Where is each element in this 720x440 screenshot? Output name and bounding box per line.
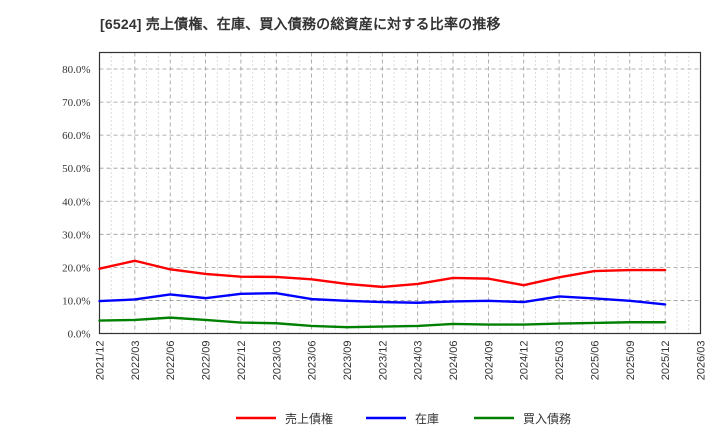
x-tick-label: 2025/06: [589, 341, 601, 381]
y-tick-label: 20.0%: [62, 262, 90, 274]
legend-label: 売上債権: [285, 411, 333, 426]
x-tick-label: 2024/12: [519, 341, 531, 381]
x-tick-label: 2024/06: [448, 341, 460, 381]
x-tick-label: 2021/12: [95, 341, 107, 381]
y-tick-label: 0.0%: [68, 329, 91, 341]
x-tick-label: 2026/03: [696, 341, 708, 381]
y-tick-label: 40.0%: [62, 196, 90, 208]
x-tick-label: 2023/09: [342, 341, 354, 381]
x-tick-label: 2024/09: [483, 341, 495, 381]
x-tick-label: 2023/12: [377, 341, 389, 381]
y-tick-label: 30.0%: [62, 229, 90, 241]
legend-label: 在庫: [415, 412, 439, 426]
y-tick-label: 50.0%: [62, 163, 90, 175]
chart-legend: 売上債権 在庫 買入債務: [236, 411, 571, 426]
x-tick-label: 2022/03: [130, 341, 142, 381]
series-line-売上債権: [98, 259, 667, 289]
y-tick-label: 70.0%: [62, 97, 90, 109]
y-tick-label: 10.0%: [62, 295, 90, 307]
data-series-layer: [98, 259, 667, 329]
series-line-在庫: [98, 291, 667, 306]
series-line-買入債務: [98, 316, 667, 329]
x-tick-label: 2022/06: [165, 341, 177, 381]
legend-label: 買入債務: [523, 411, 571, 426]
major-gridlines: [99, 52, 701, 334]
plot-area-border: [98, 51, 702, 335]
chart-title: [6524] 売上債権、在庫、買入債務の総資産に対する比率の推移: [100, 16, 501, 32]
x-tick-label: 2023/06: [307, 341, 319, 381]
x-axis-tick-labels: 2021/12 2022/03 2022/06 2022/09 2022/12 2023/…: [95, 341, 708, 381]
x-tick-label: 2023/03: [271, 341, 283, 381]
x-tick-label: 2022/12: [236, 341, 248, 381]
y-axis-tick-labels: 0.0% 10.0% 20.0% 30.0% 40.0% 50.0% 60.0% 70.0% 8…: [62, 64, 90, 340]
x-tick-label: 2022/09: [201, 341, 213, 381]
x-tick-label: 2025/12: [660, 341, 672, 381]
x-tick-label: 2024/03: [413, 341, 425, 381]
y-tick-label: 60.0%: [62, 130, 90, 142]
y-tick-label: 80.0%: [62, 64, 90, 76]
x-tick-label: 2025/03: [554, 341, 566, 381]
minor-gridlines: [110, 52, 690, 334]
x-tick-label: 2025/09: [625, 341, 637, 381]
